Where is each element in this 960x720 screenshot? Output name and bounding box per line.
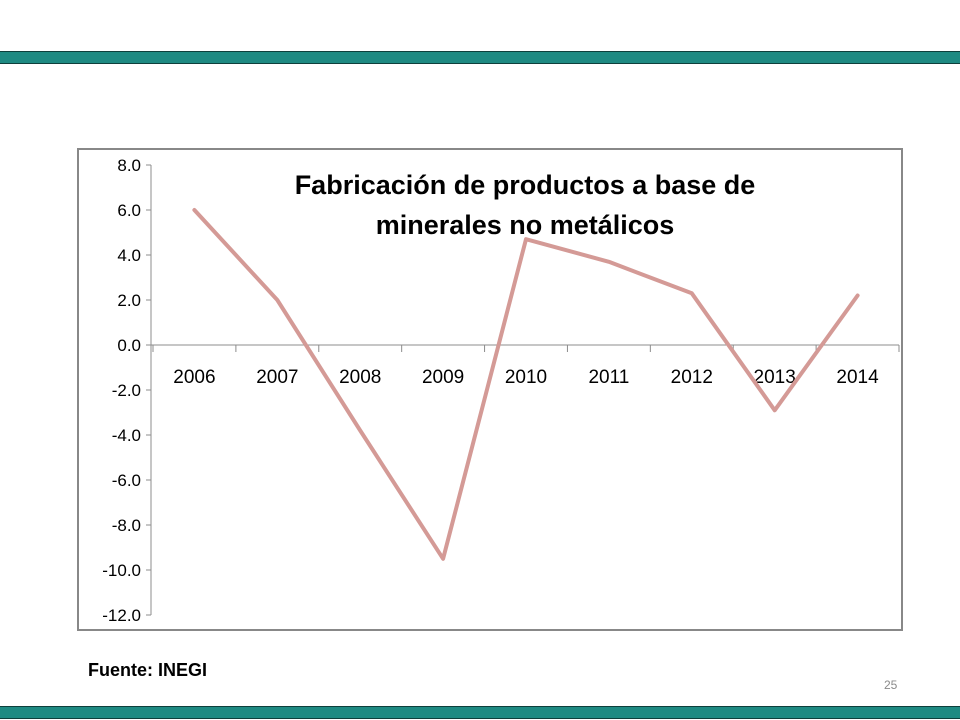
top-accent-band: [0, 51, 960, 64]
line-chart: 8.0 6.0 4.0 2.0 0.0 -2.0 -4.0 -6.0 -8.0 -10.0 -12.…: [102, 156, 900, 625]
page-number: 25: [884, 678, 898, 692]
x-tick-label: 2008: [339, 367, 381, 388]
y-tick-label: -2.0: [112, 381, 141, 400]
x-tick-label: 2007: [256, 367, 298, 388]
y-tick-label: -6.0: [112, 471, 141, 490]
y-tick-label: -12.0: [102, 606, 141, 625]
chart-frame: 8.0 6.0 4.0 2.0 0.0 -2.0 -4.0 -6.0 -8.0 -10.0 -12.…: [77, 148, 903, 631]
x-tick-label: 2012: [671, 367, 713, 388]
y-tick-label: 4.0: [117, 246, 141, 265]
bottom-accent-band: [0, 706, 960, 719]
y-tick-label: -10.0: [102, 561, 141, 580]
y-tick-label: -8.0: [112, 516, 141, 535]
x-tick-label: 2011: [588, 367, 629, 388]
y-tick-label: -4.0: [112, 426, 141, 445]
source-note: Fuente: INEGI: [88, 660, 208, 680]
y-tick-label: 0.0: [117, 336, 141, 355]
x-tick-label: 2010: [505, 367, 547, 388]
x-tick-label: 2014: [836, 367, 879, 388]
chart-title-line: Fabricación de productos a base de: [295, 170, 756, 200]
x-tick-label: 2006: [173, 367, 215, 388]
chart-title-line: minerales no metálicos: [376, 210, 675, 240]
x-tick-label: 2013: [754, 367, 796, 388]
x-tick-label: 2009: [422, 367, 464, 388]
y-tick-label: 2.0: [117, 291, 141, 310]
y-tick-label: 8.0: [117, 156, 141, 175]
y-tick-label: 6.0: [117, 201, 141, 220]
